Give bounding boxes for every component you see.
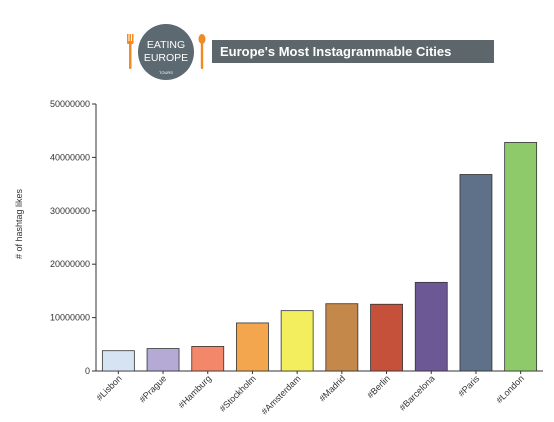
x-tick-labels: #Lisbon #Prague #Hamburg #Stockholm #Amsterd… [94, 371, 526, 416]
y-tick-label: 30000000 [50, 206, 90, 216]
spoon-icon [198, 34, 206, 69]
eating-europe-logo: EATING EUROPE TOURS [127, 24, 206, 80]
logo-line3: TOURS [159, 70, 173, 75]
bar-paris [459, 174, 493, 372]
x-tick-label: #Paris [456, 373, 481, 398]
bar-madrid [325, 303, 359, 372]
x-tick-label: #Amsterdam [259, 373, 302, 416]
y-tick-label: 50000000 [50, 99, 90, 109]
logo-circle [138, 24, 194, 80]
x-tick-label: #Madrid [317, 373, 347, 403]
bar-berlin [370, 303, 403, 372]
bar-prague [146, 348, 180, 372]
y-tick-label: 10000000 [50, 313, 90, 323]
bar-barcelona [414, 281, 448, 372]
x-tick-label: #Hamburg [176, 373, 213, 410]
x-tick-label: #Prague [137, 373, 168, 404]
y-axis-label: # of hashtag likes [14, 188, 24, 259]
y-tick-label: 20000000 [50, 259, 90, 269]
bar-stockholm [236, 322, 269, 372]
y-ticks: 0 10000000 20000000 30000000 40000000 5000000… [50, 99, 96, 376]
x-tick-label: #Barcelona [397, 373, 436, 412]
bar-london [504, 142, 538, 372]
y-tick-label: 0 [85, 366, 90, 376]
fork-icon [127, 34, 134, 69]
x-tick-label: #Berlin [365, 373, 392, 400]
y-tick-label: 40000000 [50, 152, 90, 162]
x-tick-label: #Stockholm [218, 373, 258, 413]
x-tick-label: #Lisbon [94, 373, 123, 402]
chart-title: Europe's Most Instagrammable Cities [212, 40, 494, 63]
chart-bars [101, 142, 538, 372]
bar-lisbon [101, 350, 135, 372]
logo-line2: EUROPE [144, 52, 188, 64]
x-tick-label: #London [494, 373, 526, 405]
bar-hamburg [191, 346, 225, 372]
bar-amsterdam [280, 310, 314, 372]
logo-line1: EATING [147, 39, 185, 51]
